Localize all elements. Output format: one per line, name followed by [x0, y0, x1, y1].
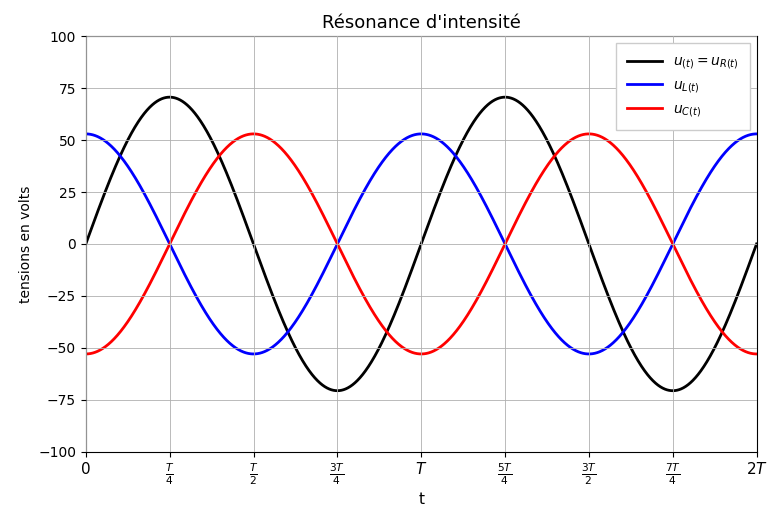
$u_{C(t)}$ — [81, 351, 90, 357]
Legend: $u_{(t)} = u_{R(t)}$, $u_{L(t)}$, $u_{C(t)}$: $u_{(t)} = u_{R(t)}$, $u_{L(t)}$, $u_{C(… — [616, 43, 750, 130]
$u_{(t)} = u_{R(t)}$ — [732, 292, 742, 298]
Line: $u_{(t)} = u_{R(t)}$: $u_{(t)} = u_{R(t)}$ — [86, 97, 757, 391]
$u_{C(t)}$ — [115, 329, 125, 335]
$u_{L(t)}$ — [249, 351, 258, 357]
$u_{C(t)}$ — [732, 344, 742, 350]
$u_{(t)} = u_{R(t)}$ — [165, 94, 175, 100]
$u_{C(t)}$ — [390, 337, 399, 344]
$u_{(t)} = u_{R(t)}$ — [733, 292, 743, 298]
$u_{(t)} = u_{R(t)}$ — [668, 388, 677, 394]
$u_{(t)} = u_{R(t)}$ — [81, 241, 90, 247]
$u_{C(t)}$ — [752, 351, 761, 357]
$u_{L(t)}$ — [115, 153, 125, 159]
$u_{(t)} = u_{R(t)}$ — [408, 265, 417, 271]
$u_{C(t)}$ — [408, 349, 417, 356]
Line: $u_{L(t)}$: $u_{L(t)}$ — [86, 134, 757, 354]
$u_{(t)} = u_{R(t)}$ — [752, 241, 761, 247]
$u_{L(t)}$ — [732, 138, 742, 144]
Title: Résonance d'intensité: Résonance d'intensité — [322, 14, 520, 32]
$u_{(t)} = u_{R(t)}$ — [390, 311, 399, 318]
$u_{L(t)}$ — [390, 144, 399, 151]
$u_{C(t)}$ — [610, 143, 619, 149]
Y-axis label: tensions en volts: tensions en volts — [19, 185, 33, 303]
$u_{L(t)}$ — [81, 131, 90, 137]
$u_{L(t)}$ — [408, 132, 417, 139]
$u_{(t)} = u_{R(t)}$ — [610, 308, 619, 315]
$u_{L(t)}$ — [610, 338, 619, 345]
$u_{(t)} = u_{R(t)}$ — [115, 153, 125, 159]
$u_{L(t)}$ — [752, 131, 761, 137]
$u_{C(t)}$ — [732, 344, 742, 350]
Line: $u_{C(t)}$: $u_{C(t)}$ — [86, 134, 757, 354]
$u_{C(t)}$ — [249, 131, 258, 137]
X-axis label: t: t — [418, 493, 424, 508]
$u_{L(t)}$ — [732, 138, 742, 144]
